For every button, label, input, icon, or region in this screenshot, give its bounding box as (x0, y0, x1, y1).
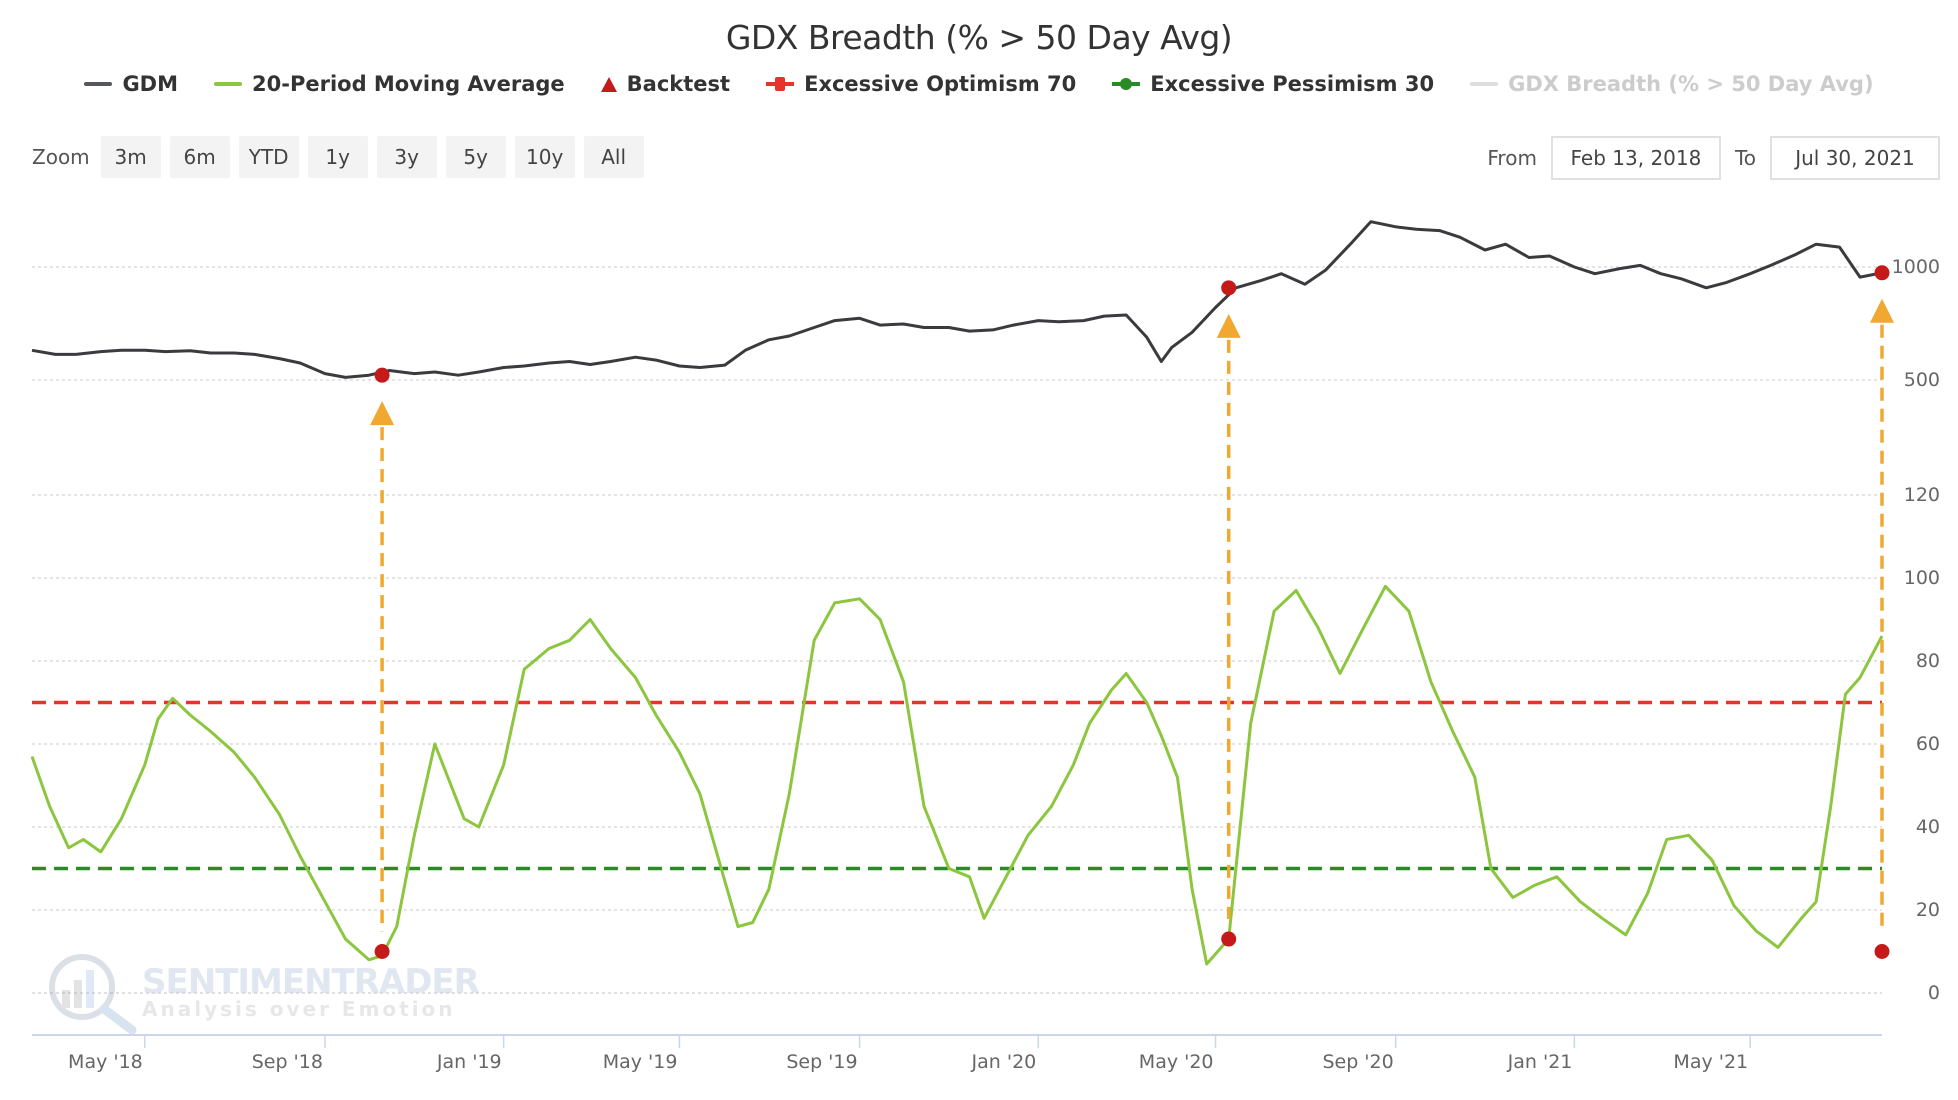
to-date-input[interactable] (1770, 136, 1940, 180)
zoom-3m-button[interactable]: 3m (100, 136, 161, 178)
plus-marker-icon (766, 77, 795, 91)
zoom-ytd-button[interactable]: YTD (238, 136, 299, 178)
legend-item-moving-average[interactable]: 20-Period Moving Average (214, 72, 565, 96)
legend-item-backtest[interactable]: Backtest (600, 72, 731, 96)
gdm-series-line (31, 220, 1883, 379)
zoom-6m-button[interactable]: 6m (169, 136, 230, 178)
y-tick-label-lower: 40 (1916, 816, 1940, 838)
arrow-up-icon (1216, 313, 1241, 338)
series (30, 220, 1884, 966)
legend: GDM 20-Period Moving Average Backtest Ex… (0, 72, 1958, 96)
chart-title: GDX Breadth (% > 50 Day Avg) (725, 18, 1233, 57)
x-tick-label: May '21 (1673, 1051, 1748, 1073)
date-range-selector: From To (1487, 136, 1940, 180)
x-tick-label: Jan '19 (436, 1051, 502, 1073)
x-tick-label: Sep '18 (252, 1051, 323, 1073)
zoom-1y-button[interactable]: 1y (307, 136, 368, 178)
x-axis: May '18 Sep '18 Jan '19 May '19 Sep '19 Jan '… (32, 1034, 1882, 1073)
zoom-10y-button[interactable]: 10y (514, 136, 575, 178)
zoom-all-button[interactable]: All (583, 136, 644, 178)
x-tick-label: May '20 (1139, 1051, 1214, 1073)
y-tick-label-lower: 120 (1904, 484, 1940, 506)
from-date-input[interactable] (1550, 136, 1721, 180)
watermark-brand: SENTIMENTRADER (142, 962, 480, 1002)
watermark-logo-icon (49, 954, 137, 1035)
y-tick-label-lower: 0 (1928, 982, 1940, 1004)
x-tick-label: May '19 (603, 1051, 678, 1073)
to-label: To (1734, 146, 1756, 170)
ma-series-line (30, 584, 1884, 966)
legend-label: Excessive Pessimism 30 (1150, 72, 1435, 96)
triangle-icon (600, 76, 617, 92)
x-tick-label: Sep '19 (786, 1051, 857, 1073)
x-tick-label: Sep '20 (1322, 1051, 1393, 1073)
y-tick-label-upper: 1000 (1892, 256, 1940, 278)
y-tick-label-upper: 500 (1904, 369, 1940, 391)
zoom-3y-button[interactable]: 3y (376, 136, 437, 178)
legend-label: GDM (122, 72, 179, 96)
watermark: SENTIMENTRADER Analysis over Emotion (49, 954, 481, 1035)
from-label: From (1487, 146, 1537, 170)
legend-item-optimism[interactable]: Excessive Optimism 70 (766, 72, 1076, 96)
legend-label: GDX Breadth (% > 50 Day Avg) (1508, 72, 1874, 96)
signal-dot-upper (1221, 280, 1237, 296)
signal-dot-lower (1874, 944, 1890, 959)
watermark-tagline: Analysis over Emotion (142, 997, 456, 1021)
signal-dot-lower (1221, 931, 1237, 947)
legend-item-pessimism[interactable]: Excessive Pessimism 30 (1112, 72, 1434, 96)
y-tick-label-lower: 20 (1916, 899, 1940, 921)
legend-item-gdx-breadth[interactable]: GDX Breadth (% > 50 Day Avg) (1470, 72, 1874, 96)
line-swatch-icon (214, 82, 243, 86)
y-tick-label-lower: 100 (1904, 567, 1940, 589)
line-swatch-icon (84, 82, 113, 86)
signal-dot-upper (1874, 265, 1890, 281)
backtest-signals (370, 265, 1894, 959)
x-tick-label: Jan '20 (971, 1051, 1037, 1073)
legend-label: Backtest (626, 72, 731, 96)
y-tick-label-lower: 80 (1916, 650, 1940, 672)
y-axis-labels: 500 1000 0 20 40 60 80 100 120 (1892, 256, 1940, 1004)
signal-dot-lower (374, 944, 390, 959)
signal-dot-upper (374, 367, 390, 383)
line-swatch-icon (1470, 82, 1499, 86)
grid-lines (32, 266, 1882, 994)
legend-label: Excessive Optimism 70 (804, 72, 1077, 96)
threshold-lines (32, 700, 1882, 871)
legend-item-gdm[interactable]: GDM (84, 72, 178, 96)
y-tick-label-lower: 60 (1916, 733, 1940, 755)
zoom-label: Zoom (32, 145, 90, 169)
arrow-up-icon (370, 401, 395, 426)
arrow-up-icon (1870, 298, 1894, 323)
legend-label: 20-Period Moving Average (252, 72, 565, 96)
zoom-toolbar: Zoom 3m 6m YTD 1y 3y 5y 10y All (32, 136, 644, 178)
zoom-5y-button[interactable]: 5y (445, 136, 506, 178)
x-tick-label: Jan '21 (1507, 1051, 1573, 1073)
dot-marker-icon (1112, 77, 1141, 91)
x-tick-label: May '18 (68, 1051, 143, 1073)
